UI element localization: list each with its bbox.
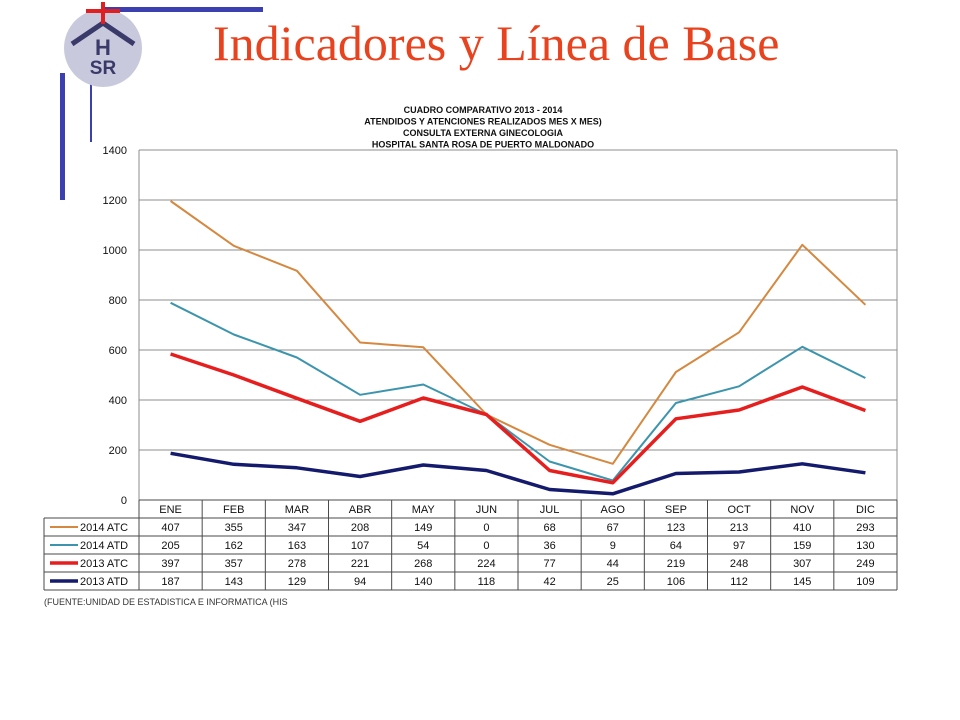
legend-label: 2013 ATC [80,558,128,570]
table-cell: 187 [161,576,179,588]
table-cell: 145 [793,576,811,588]
table-cell: 248 [730,558,748,570]
table-cell: 293 [856,522,874,534]
table-cell: 107 [351,540,369,552]
table-cell: 205 [161,540,179,552]
table-cell: 249 [856,558,874,570]
table-cell: 25 [607,576,619,588]
table-cell: 221 [351,558,369,570]
y-tick-label: 1000 [103,245,127,257]
table-cell: 149 [414,522,432,534]
table-cell: 355 [225,522,243,534]
table-cell: 407 [161,522,179,534]
table-cell: 143 [225,576,243,588]
deco-line-top [103,7,263,12]
table-cell: 97 [733,540,745,552]
slide-title: Indicadores y Línea de Base [213,15,780,71]
table-cell: 9 [610,540,616,552]
series-line [170,352,867,485]
table-cell: 307 [793,558,811,570]
table-cell: 77 [543,558,555,570]
y-tick-label: 200 [109,445,127,457]
table-cell: 130 [856,540,874,552]
table-cell: 42 [543,576,555,588]
table-cell: 64 [670,540,682,552]
table-cell: 278 [288,558,306,570]
x-category-label: ENE [159,504,182,516]
table-cell: 140 [414,576,432,588]
table-cell: 208 [351,522,369,534]
x-category-label: SEP [665,504,687,516]
x-category-label: ABR [349,504,372,516]
cross-icon-v [101,2,105,24]
x-category-label: MAY [412,504,436,516]
table-cell: 162 [225,540,243,552]
table-cell: 357 [225,558,243,570]
x-category-label: MAR [285,504,310,516]
table-cell: 268 [414,558,432,570]
chart-title-line: HOSPITAL SANTA ROSA DE PUERTO MALDONADO [372,140,594,150]
deco-line-thin [90,32,92,142]
table-cell: 36 [543,540,555,552]
table-cell: 219 [667,558,685,570]
series-line [170,451,866,496]
table-cell: 67 [607,522,619,534]
table-cell: 123 [667,522,685,534]
table-cell: 109 [856,576,874,588]
table-cell: 213 [730,522,748,534]
y-tick-label: 1200 [103,195,127,207]
y-tick-label: 1400 [103,145,127,157]
chart-title-line: CUADRO COMPARATIVO 2013 - 2014 [404,105,563,115]
table-cell: 44 [607,558,619,570]
deco-line-left [60,73,65,200]
legend-label: 2013 ATD [80,576,128,588]
x-category-label: DIC [856,504,875,516]
series-line [170,301,866,482]
y-tick-label: 0 [121,495,127,507]
logo-letter-h: H [95,35,111,60]
y-tick-label: 400 [109,395,127,407]
series-line [170,200,867,465]
x-category-label: JUN [476,504,497,516]
table-cell: 129 [288,576,306,588]
chart-title-line: ATENDIDOS Y ATENCIONES REALIZADOS MES X … [364,117,602,127]
source-footer: (FUENTE:UNIDAD DE ESTADISTICA E INFORMAT… [44,597,288,607]
legend-label: 2014 ATC [80,522,128,534]
table-cell: 54 [417,540,429,552]
table-cell: 163 [288,540,306,552]
table-cell: 397 [161,558,179,570]
x-category-label: JUL [540,504,560,516]
legend-label: 2014 ATD [80,540,128,552]
x-category-label: AGO [601,504,626,516]
logo-letters-sr: SR [90,58,117,79]
chart-title-line: CONSULTA EXTERNA GINECOLOGIA [403,128,564,138]
table-cell: 106 [667,576,685,588]
table-cell: 112 [730,576,748,588]
x-category-label: NOV [790,504,815,516]
table-cell: 94 [354,576,366,588]
x-category-label: OCT [727,504,751,516]
y-tick-label: 600 [109,345,127,357]
table-cell: 0 [483,540,489,552]
table-cell: 118 [478,576,496,588]
y-tick-label: 800 [109,295,127,307]
x-category-label: FEB [223,504,244,516]
table-cell: 0 [483,522,489,534]
table-cell: 159 [793,540,811,552]
table-cell: 68 [543,522,555,534]
table-cell: 224 [477,558,495,570]
table-cell: 347 [288,522,306,534]
logo-circle [64,9,142,87]
table-cell: 410 [793,522,811,534]
